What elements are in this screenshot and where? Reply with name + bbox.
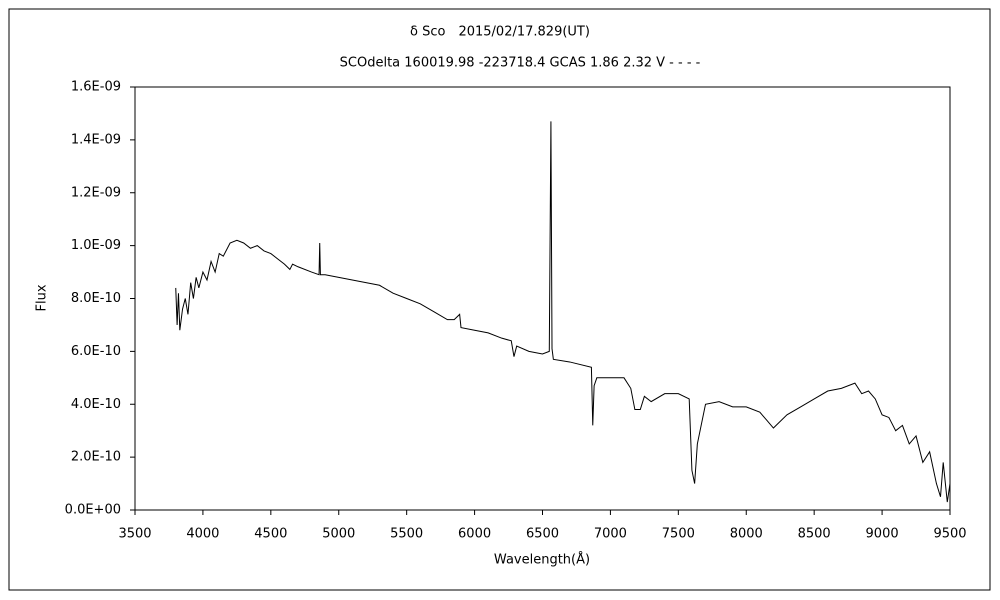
x-tick-label: 6000 — [458, 527, 491, 542]
x-tick-label: 7000 — [594, 527, 627, 542]
x-tick-label: 5000 — [322, 527, 355, 542]
y-tick-label: 1.0E-09 — [71, 238, 121, 253]
x-tick-label: 5500 — [390, 527, 423, 542]
x-tick-label: 7500 — [662, 527, 695, 542]
y-tick-label: 1.6E-09 — [71, 80, 121, 95]
y-tick-label: 4.0E-10 — [71, 397, 121, 412]
x-tick-label: 9000 — [866, 527, 899, 542]
x-tick-label: 8000 — [730, 527, 763, 542]
chart-border — [8, 8, 991, 591]
chart-title: δ Sco 2015/02/17.829(UT) — [410, 25, 590, 40]
x-tick-label: 8500 — [798, 527, 831, 542]
spectrum-line — [175, 121, 951, 503]
y-tick-label: 1.2E-09 — [71, 185, 121, 200]
y-tick-label: 2.0E-10 — [71, 450, 121, 465]
x-tick-label: 6500 — [526, 527, 559, 542]
y-axis-label: Flux — [35, 284, 50, 311]
y-tick-label: 6.0E-10 — [71, 344, 121, 359]
y-tick-label: 0.0E+00 — [65, 503, 121, 518]
y-tick-label: 8.0E-10 — [71, 291, 121, 306]
x-tick-label: 4000 — [186, 527, 219, 542]
x-tick-label: 4500 — [254, 527, 287, 542]
x-tick-label: 9500 — [933, 527, 966, 542]
y-tick-label: 1.4E-09 — [71, 132, 121, 147]
x-axis-label: Wavelength(Å) — [494, 552, 590, 568]
x-tick-label: 3500 — [118, 527, 151, 542]
chart-subtitle: SCOdelta 160019.98 -223718.4 GCAS 1.86 2… — [340, 56, 701, 71]
